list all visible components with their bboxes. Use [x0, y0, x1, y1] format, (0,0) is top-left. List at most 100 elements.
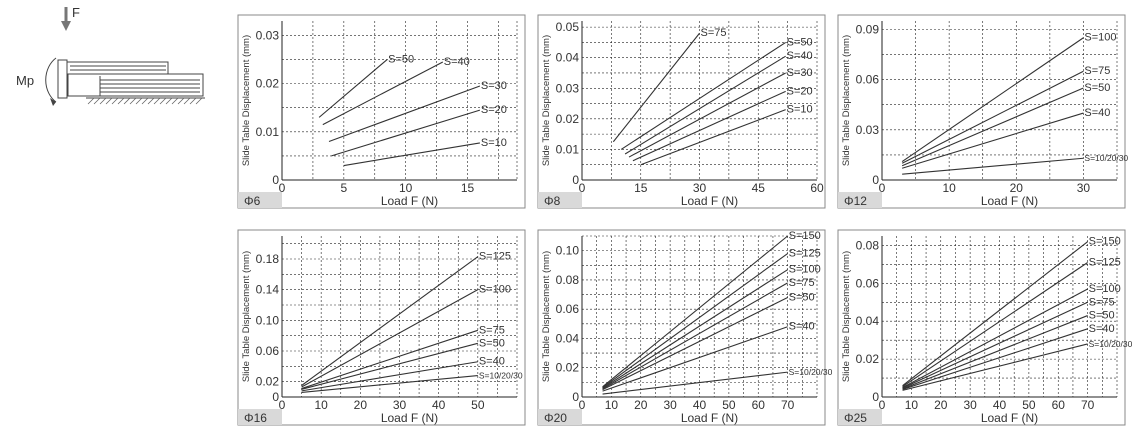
series-label: S=50 — [479, 337, 505, 349]
x-tick-label: 45 — [752, 181, 766, 195]
series-label: S=30 — [787, 67, 813, 79]
series-line — [602, 371, 788, 395]
y-tick-label: 0.02 — [556, 361, 580, 375]
series-label: S=40 — [789, 321, 815, 333]
x-tick-label: 20 — [354, 398, 368, 412]
series-label: S=75 — [789, 277, 815, 289]
moment-label: Mp — [16, 73, 34, 88]
x-tick-label: 5 — [340, 181, 347, 195]
x-tick-label: 0 — [279, 398, 286, 412]
x-tick-label: 60 — [752, 398, 766, 412]
series-line — [902, 343, 1088, 391]
chart-panel-5: 0 10 20 30 40 50 60 70 0.02 0.04 0.06 0.08 0.10 0 Load… — [537, 229, 833, 426]
series-line — [902, 241, 1088, 387]
series-label: S=125 — [479, 251, 511, 263]
x-tick-label: 30 — [663, 398, 677, 412]
series-line — [602, 253, 788, 388]
end-plate — [57, 59, 68, 99]
series-line — [301, 256, 479, 386]
series-label: S=10/20/30 — [479, 371, 523, 381]
y-tick-label: 0.06 — [856, 73, 880, 87]
y-tick-label: 0.01 — [256, 125, 280, 139]
x-tick-label: 10 — [314, 398, 328, 412]
series-line — [301, 289, 479, 388]
x-tick-label: 0 — [879, 181, 886, 195]
series-label: S=150 — [1089, 236, 1121, 248]
chart-panel-4: 0 10 20 30 40 50 0.02 0.06 0.10 0.14 0.18 0 Load F (… — [237, 229, 526, 426]
y-axis-label: Slide Table Displacement (mm) — [841, 35, 852, 166]
series-line — [624, 55, 786, 155]
series-line — [602, 235, 788, 388]
series-label: S=20 — [481, 104, 507, 116]
x-tick-label: 15 — [634, 181, 648, 195]
x-axis-label: Load F (N) — [381, 411, 438, 425]
x-tick-label: 10 — [905, 398, 919, 412]
series-line — [902, 315, 1088, 390]
panel-label: Φ8 — [544, 194, 561, 208]
y-tick-label: 0 — [572, 173, 579, 187]
chart-frame — [537, 229, 826, 426]
series-label: S=100 — [1084, 32, 1116, 44]
series-line — [901, 112, 1084, 169]
series-line — [640, 109, 786, 166]
y-tick-label: 0.04 — [856, 314, 880, 328]
x-tick-label: 20 — [934, 398, 948, 412]
x-tick-label: 10 — [399, 181, 413, 195]
x-tick-label: 50 — [471, 398, 485, 412]
x-tick-label: 20 — [1010, 181, 1024, 195]
y-tick-label: 0.01 — [556, 142, 580, 156]
series-label: S=40 — [479, 356, 505, 368]
series-label: S=75 — [1084, 65, 1110, 77]
series-line — [318, 59, 388, 118]
x-tick-label: 30 — [1077, 181, 1091, 195]
x-tick-label: 0 — [279, 181, 286, 195]
y-tick-label: 0 — [872, 173, 879, 187]
panel-label: Φ12 — [844, 194, 867, 208]
series-line — [343, 142, 480, 167]
series-label: S=40 — [444, 56, 470, 68]
series-line — [602, 282, 788, 390]
chart-frame — [837, 14, 1126, 209]
x-tick-label: 50 — [722, 398, 736, 412]
y-tick-label: 0 — [272, 173, 279, 187]
x-axis-label: Load F (N) — [981, 194, 1038, 208]
series-line — [902, 288, 1088, 389]
load-moment-diagram: F Mp — [16, 5, 205, 106]
panel-label-tab — [838, 409, 882, 425]
series-line — [612, 32, 700, 143]
y-tick-label: 0 — [572, 390, 579, 404]
panel-label: Φ25 — [844, 411, 867, 425]
series-line — [331, 109, 481, 157]
series-label: S=50 — [1084, 82, 1110, 94]
series-label: S=30 — [481, 80, 507, 92]
series-label: S=40 — [787, 50, 813, 62]
moment-arrowhead-icon — [50, 98, 56, 106]
y-tick-label: 0 — [872, 390, 879, 404]
y-tick-label: 0.05 — [556, 20, 580, 34]
series-line — [901, 37, 1084, 163]
x-tick-label: 0 — [879, 398, 886, 412]
y-axis-label: Slide Table Displacement (mm) — [241, 35, 252, 166]
series-label: S=50 — [787, 36, 813, 48]
series-label: S=10/20/30 — [1089, 339, 1133, 349]
series-line — [328, 85, 481, 142]
y-tick-label: 0 — [272, 390, 279, 404]
panel-label: Φ6 — [244, 194, 261, 208]
y-tick-label: 0.10 — [556, 244, 580, 258]
series-label: S=10/20/30 — [1084, 153, 1128, 163]
x-tick-label: 30 — [393, 398, 407, 412]
x-tick-label: 40 — [432, 398, 446, 412]
x-tick-label: 10 — [605, 398, 619, 412]
y-tick-label: 0.08 — [556, 273, 580, 287]
y-tick-label: 0.08 — [856, 238, 880, 252]
series-label: S=75 — [1089, 296, 1115, 308]
chart-frame — [537, 14, 826, 209]
chart-panel-3: 0 10 20 30 0.03 0.06 0.09 0 Load F (N) Slide Tabl… — [837, 14, 1128, 209]
x-tick-label: 60 — [810, 181, 824, 195]
panel-label: Φ20 — [544, 411, 567, 425]
series-line — [602, 269, 788, 389]
y-tick-label: 0.18 — [256, 252, 280, 266]
series-label: S=75 — [701, 27, 727, 39]
x-axis-label: Load F (N) — [681, 411, 738, 425]
